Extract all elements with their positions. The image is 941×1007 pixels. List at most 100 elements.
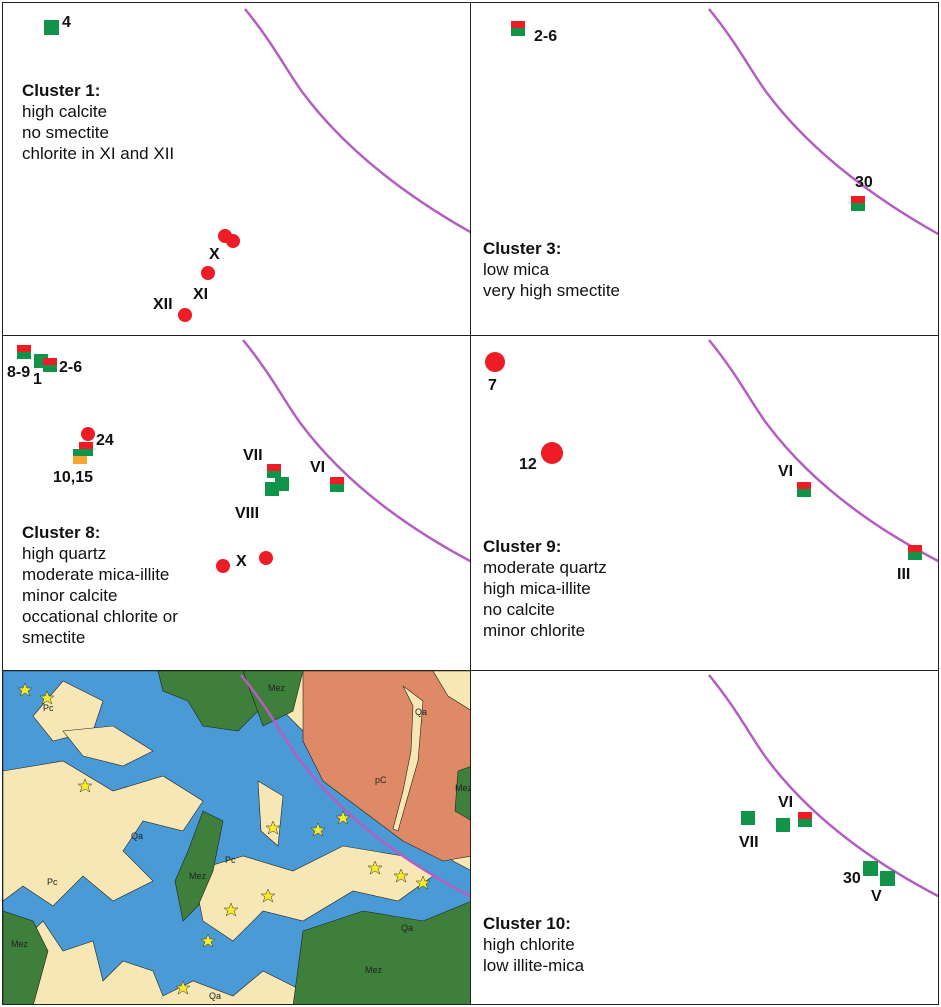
marker-red-circle (485, 352, 505, 372)
map-unit-mez (174, 810, 224, 922)
star-icon (265, 820, 281, 835)
cluster-line: very high smectite (483, 281, 620, 300)
marker-green-half (797, 489, 811, 497)
map-label: Mez (365, 965, 383, 975)
marker-red-circle (178, 308, 192, 322)
panel-cluster-10-plot: VI VII 30 V (708, 674, 938, 905)
map-unit-pC (302, 671, 470, 862)
map-label: Qa (131, 831, 143, 841)
map-label: Qa (415, 707, 427, 717)
fault-line (708, 674, 938, 898)
map-label: Mez (455, 783, 471, 793)
marker-red-half (511, 21, 525, 28)
cluster-line: moderate quartz (483, 558, 607, 577)
cluster-title: Cluster 10: (483, 914, 571, 933)
marker-red-half (798, 812, 812, 819)
panel-geologic-map: Pc Mez Qa pC Mez Qa Pc Mez Pc Qa Mez Mez… (2, 670, 471, 1005)
marker-label: X (209, 246, 220, 263)
fault-line (708, 8, 938, 236)
panel-cluster-3: 2-6 30 Cluster 3: low mica very high sme… (470, 2, 939, 336)
marker-green-half (908, 552, 922, 560)
cluster-title: Cluster 9: (483, 537, 562, 556)
marker-green-square (863, 861, 878, 876)
map-unit-qa (392, 685, 424, 832)
marker-red-circle (541, 442, 563, 464)
panel-cluster-3-plot: 2-6 30 (511, 8, 938, 236)
marker-green-half (798, 819, 812, 827)
marker-green-square (880, 871, 895, 886)
cluster-line: occational chlorite or (22, 607, 178, 626)
map-unit-mez (3, 910, 49, 1004)
star-icon (200, 933, 216, 948)
map-unit-mez (454, 766, 470, 821)
fault-line (244, 8, 470, 234)
marker-label: III (897, 566, 910, 583)
map-label: Pc (225, 855, 236, 865)
marker-label: VII (243, 447, 263, 464)
marker-red-circle (216, 559, 230, 573)
marker-red-circle (226, 234, 240, 248)
marker-label: VI (310, 459, 325, 476)
cluster-line: no smectite (22, 123, 109, 142)
star-icon (310, 822, 326, 837)
map-label: Mez (189, 871, 207, 881)
marker-green-half (73, 449, 87, 456)
panel-cluster-9: 7 12 VI III Cluster 9: moderate quartz h… (470, 335, 939, 671)
marker-label: XI (193, 286, 208, 303)
marker-label: 8-9 (7, 364, 30, 381)
cluster-line: low mica (483, 260, 550, 279)
marker-green-half (511, 28, 525, 36)
map-unit-qa (432, 671, 470, 711)
cluster-line: high chlorite (483, 935, 575, 954)
map-label: Pc (43, 703, 54, 713)
marker-red-half (43, 358, 57, 365)
cluster-line: high quartz (22, 544, 107, 563)
map-unit-qa (62, 725, 154, 767)
panel-cluster-1: 4 X XI XII Cluster 1: high calcite no sm… (2, 2, 471, 336)
star-icon (393, 868, 409, 883)
star-icon (367, 860, 383, 875)
marker-red-half (908, 545, 922, 552)
marker-green-square (44, 20, 59, 35)
marker-label: 7 (488, 377, 497, 394)
marker-green-square (741, 811, 755, 825)
cluster-line: smectite (22, 628, 86, 647)
marker-green-half (17, 352, 31, 359)
map-label: Pc (47, 877, 58, 887)
panel-cluster-9-plot: 7 12 VI III (485, 339, 938, 583)
marker-label: VI (778, 463, 793, 480)
panel-cluster-1-plot: 4 X XI XII (44, 8, 470, 322)
map-label: Mez (11, 939, 29, 949)
marker-label: 12 (519, 456, 537, 473)
geologic-map: Pc Mez Qa pC Mez Qa Pc Mez Pc Qa Mez Mez… (3, 671, 471, 1004)
cluster-line: high mica-illite (483, 579, 591, 598)
fault-line (242, 339, 470, 563)
marker-red-half (267, 464, 281, 471)
marker-red-half (17, 345, 31, 352)
star-icon (39, 690, 55, 705)
marker-red-half (79, 442, 93, 449)
star-icon (175, 980, 191, 995)
panel-cluster-8-plot: 8-9 1 2-6 24 10,15 VII VIII VI X (7, 339, 470, 573)
marker-label: XII (153, 296, 173, 313)
cluster-title: Cluster 8: (22, 523, 101, 542)
cluster-line: moderate mica-illite (22, 565, 170, 584)
marker-red-half (851, 196, 865, 203)
marker-label: 4 (62, 14, 71, 31)
marker-label: VIII (235, 505, 259, 522)
cluster-title: Cluster 1: (22, 81, 101, 100)
marker-red-circle (201, 266, 215, 280)
panel-cluster-10: VI VII 30 V Cluster 10: high chlorite lo… (470, 670, 939, 1005)
star-icon (17, 682, 33, 697)
marker-green-half (267, 471, 281, 478)
cluster-line: high calcite (22, 102, 108, 121)
marker-red-half (330, 477, 344, 484)
map-unit-qa (257, 780, 284, 847)
marker-red-circle (259, 551, 273, 565)
cluster-line: chlorite in XI and XII (22, 144, 175, 163)
marker-label: 30 (843, 870, 861, 887)
cluster-title: Cluster 3: (483, 239, 562, 258)
cluster-line: minor chlorite (483, 621, 586, 640)
marker-label: 30 (855, 174, 873, 191)
